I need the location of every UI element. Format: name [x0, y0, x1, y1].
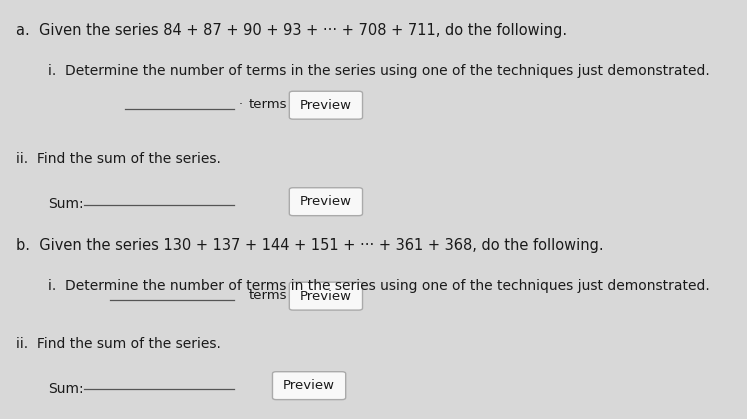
- Text: terms: terms: [249, 289, 288, 302]
- Text: Preview: Preview: [300, 99, 352, 112]
- Text: Preview: Preview: [283, 379, 335, 392]
- Text: b.  Given the series 130 + 137 + 144 + 151 + ··· + 361 + 368, do the following.: b. Given the series 130 + 137 + 144 + 15…: [16, 238, 604, 253]
- Text: ·: ·: [238, 98, 242, 111]
- Text: terms: terms: [249, 98, 288, 111]
- Text: Preview: Preview: [300, 195, 352, 208]
- Text: i.  Determine the number of terms in the series using one of the techniques just: i. Determine the number of terms in the …: [48, 279, 710, 293]
- Text: a.  Given the series 84 + 87 + 90 + 93 + ··· + 708 + 711, do the following.: a. Given the series 84 + 87 + 90 + 93 + …: [16, 23, 568, 38]
- Text: Sum:: Sum:: [48, 197, 84, 211]
- Text: i.  Determine the number of terms in the series using one of the techniques just: i. Determine the number of terms in the …: [48, 64, 710, 78]
- Text: Sum:: Sum:: [48, 382, 84, 396]
- FancyBboxPatch shape: [273, 372, 346, 400]
- FancyBboxPatch shape: [289, 91, 362, 119]
- Text: Preview: Preview: [300, 290, 352, 303]
- Text: ii.  Find the sum of the series.: ii. Find the sum of the series.: [16, 152, 221, 166]
- FancyBboxPatch shape: [289, 282, 362, 310]
- FancyBboxPatch shape: [289, 188, 362, 216]
- Text: ii.  Find the sum of the series.: ii. Find the sum of the series.: [16, 337, 221, 351]
